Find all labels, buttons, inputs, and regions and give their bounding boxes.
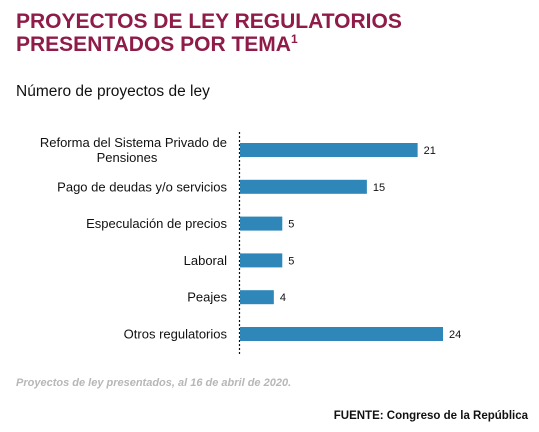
category-label: Pensiones [97, 150, 158, 165]
category-label: Especulación de precios [86, 216, 227, 231]
data-label: 4 [280, 292, 286, 304]
chart-title: PROYECTOS DE LEY REGULATORIOS PRESENTADO… [16, 10, 526, 59]
category-label: Reforma del Sistema Privado de [40, 135, 227, 150]
data-label: 15 [373, 182, 385, 194]
category-label: Otros regulatorios [124, 327, 228, 342]
chart-title-line-2: PRESENTADOS POR TEMA1 [16, 32, 526, 59]
bar [240, 253, 283, 268]
title-footnote-marker: 1 [290, 32, 298, 46]
data-label: 5 [288, 255, 294, 267]
bar [240, 179, 367, 194]
data-label: 24 [449, 329, 461, 341]
chart-title-line-2-text: PRESENTADOS POR TEMA [16, 33, 291, 56]
category-label: Pago de deudas y/o servicios [57, 179, 227, 194]
source-text: FUENTE: Congreso de la República [333, 410, 528, 422]
bar [240, 290, 274, 305]
data-label: 5 [288, 219, 294, 231]
footnote-text: Proyectos de ley presentados, al 16 de a… [16, 377, 292, 389]
chart-title-line-1: PROYECTOS DE LEY REGULATORIOS [16, 10, 402, 33]
bar [240, 216, 283, 231]
bar [240, 327, 443, 341]
chart-subtitle: Número de proyectos de ley [16, 83, 210, 100]
category-label: Laboral [184, 253, 227, 268]
bar-chart: 21 Reforma del Sistema Privado dePensione… [40, 132, 461, 354]
category-label: Peajes [187, 290, 227, 305]
data-label: 21 [424, 145, 436, 157]
bar [240, 143, 418, 157]
